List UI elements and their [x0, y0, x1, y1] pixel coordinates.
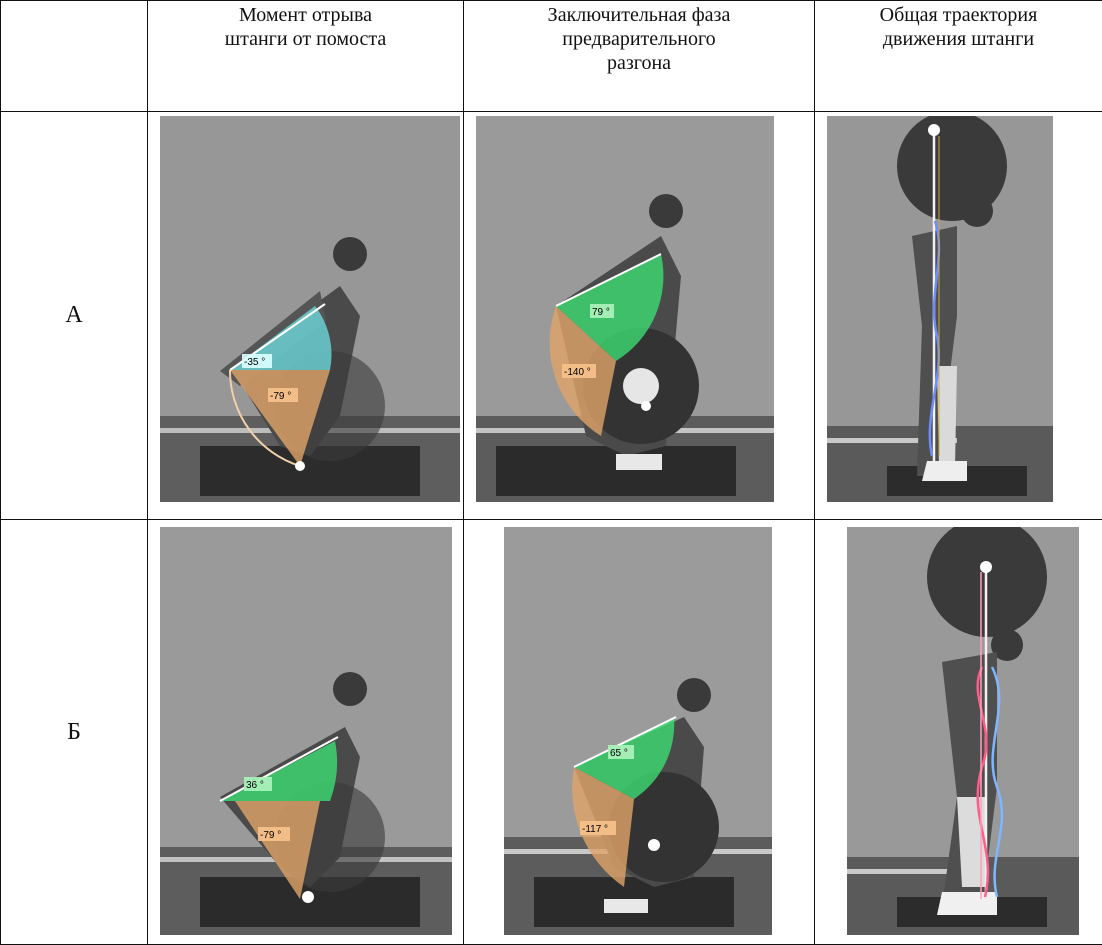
athlete-image-b-trajectory	[847, 527, 1079, 935]
athlete-image-a-final-phase: 79 ° -140 °	[476, 116, 774, 502]
row-label-cell-a: А	[1, 112, 148, 520]
photo-cell-a-trajectory	[815, 112, 1102, 520]
angle-label-a-final-lower: -140 °	[564, 367, 591, 378]
photo-cell-a-liftoff: -35 ° -79 °	[148, 112, 464, 520]
photo-b-liftoff: 36 ° -79 °	[160, 527, 452, 935]
photo-a-trajectory	[827, 116, 1053, 502]
athlete-image-a-trajectory	[827, 116, 1053, 502]
photo-a-liftoff: -35 ° -79 °	[160, 116, 460, 502]
column-title-trajectory: Общая траектория движения штанги	[815, 1, 1102, 51]
angle-label-b-final-lower: -117 °	[582, 824, 608, 835]
photo-cell-b-liftoff: 36 ° -79 °	[148, 520, 464, 945]
row-b: Б 36 ° -79 °	[1, 520, 1102, 945]
photo-b-final-phase: 65 ° -117 °	[504, 527, 772, 935]
angle-label-b-liftoff-upper: 36 °	[246, 780, 264, 791]
angle-label-b-liftoff-lower: -79 °	[260, 830, 281, 841]
angle-label-a-final-upper: 79 °	[592, 307, 610, 318]
row-a: А -35 °	[1, 112, 1102, 520]
athlete-image-b-final-phase: 65 ° -117 °	[504, 527, 772, 935]
header-col-liftoff: Момент отрыва штанги от помоста	[148, 1, 464, 112]
column-title-final-phase: Заключительная фаза предварительного раз…	[464, 1, 814, 75]
header-col-final-phase: Заключительная фаза предварительного раз…	[464, 1, 815, 112]
photo-cell-a-final-phase: 79 ° -140 °	[464, 112, 815, 520]
corner-cell	[1, 1, 148, 112]
photo-b-trajectory	[847, 527, 1079, 935]
angle-label-a-liftoff-upper: -35 °	[244, 357, 265, 368]
athlete-image-a-liftoff: -35 ° -79 °	[160, 116, 460, 502]
photo-cell-b-final-phase: 65 ° -117 °	[464, 520, 815, 945]
photo-cell-b-trajectory	[815, 520, 1102, 945]
athlete-image-b-liftoff: 36 ° -79 °	[160, 527, 452, 935]
angle-label-b-final-upper: 65 °	[610, 748, 628, 759]
angle-label-a-liftoff-lower: -79 °	[270, 391, 291, 402]
photo-a-final-phase: 79 ° -140 °	[476, 116, 774, 502]
column-title-liftoff: Момент отрыва штанги от помоста	[148, 1, 463, 51]
row-label-b: Б	[67, 719, 81, 745]
header-row: Момент отрыва штанги от помоста Заключит…	[1, 1, 1102, 112]
row-label-cell-b: Б	[1, 520, 148, 945]
header-col-trajectory: Общая траектория движения штанги	[815, 1, 1102, 112]
row-label-a: А	[65, 302, 82, 328]
